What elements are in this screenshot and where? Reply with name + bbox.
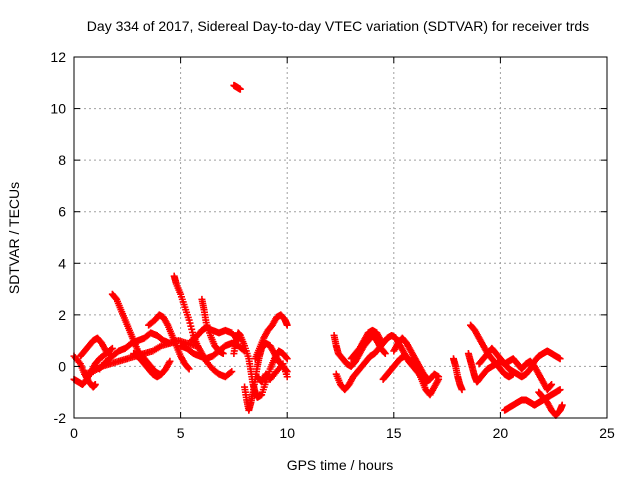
y-tick-label: 4: [58, 255, 66, 271]
data-points: [70, 81, 566, 419]
data-point: [166, 357, 174, 365]
data-point: [424, 375, 432, 383]
data-point: [184, 364, 192, 372]
y-tick-label: 2: [58, 307, 66, 323]
satellite-arc: [130, 350, 174, 381]
satellite-arc: [390, 334, 432, 383]
chart-title: Day 334 of 2017, Sidereal Day-to-day VTE…: [87, 18, 589, 34]
data-point: [283, 355, 291, 363]
satellite-arc: [347, 326, 385, 363]
x-axis-title: GPS time / hours: [287, 457, 394, 473]
x-tick-label: 5: [177, 425, 185, 441]
satellite-arc: [251, 311, 291, 363]
satellite-arc: [475, 344, 556, 394]
satellite-arc: [449, 355, 466, 394]
satellite-arc: [76, 334, 116, 360]
data-point: [558, 401, 566, 409]
x-tick-label: 15: [386, 425, 402, 441]
data-point: [108, 344, 116, 352]
data-point: [548, 380, 556, 388]
y-tick-label: 8: [58, 152, 66, 168]
data-point: [556, 386, 564, 394]
x-tick-label: 0: [70, 425, 78, 441]
y-tick-label: 10: [50, 101, 66, 117]
data-point: [236, 85, 244, 93]
data-point: [423, 374, 431, 382]
data-point: [283, 321, 291, 329]
data-point: [91, 380, 99, 388]
data-point: [377, 337, 385, 345]
x-tick-label: 25: [599, 425, 615, 441]
data-point: [381, 350, 389, 358]
satellite-arc: [464, 347, 564, 386]
satellite-arc: [535, 388, 566, 419]
data-point: [219, 350, 227, 358]
data-point: [185, 365, 193, 373]
y-tick-label: 12: [50, 49, 66, 65]
data-point: [282, 354, 290, 362]
data-point: [509, 370, 517, 378]
satellite-arc: [379, 352, 443, 399]
satellite-arc: [70, 352, 99, 391]
data-point: [547, 382, 555, 390]
data-point: [228, 368, 236, 376]
y-tick-label: -2: [54, 410, 67, 426]
satellite-arc: [145, 311, 193, 373]
satellite-arc: [187, 324, 242, 345]
data-point: [435, 375, 443, 383]
satellite-arc: [253, 360, 291, 386]
satellite-arc: [198, 295, 227, 358]
y-tick-label: 0: [58, 358, 66, 374]
data-point: [458, 386, 466, 394]
data-point: [226, 369, 234, 377]
satellite-arc: [230, 81, 244, 93]
y-tick-label: 6: [58, 204, 66, 220]
x-tick-label: 20: [493, 425, 509, 441]
x-tick-label: 10: [279, 425, 295, 441]
data-point: [556, 355, 564, 363]
data-point: [380, 349, 388, 357]
y-axis-title: SDTVAR / TECUs: [6, 182, 22, 294]
data-point: [283, 373, 291, 381]
plot-frame: [73, 56, 608, 419]
grid-lines: [74, 57, 607, 418]
